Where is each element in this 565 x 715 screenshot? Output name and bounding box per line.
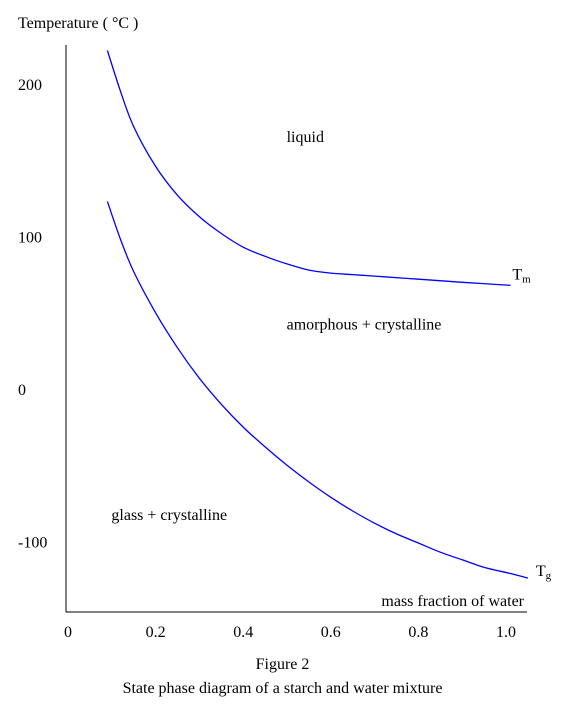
x-tick-label: 1.0: [496, 624, 516, 641]
series-label-tg: Tg: [536, 563, 552, 582]
series-label-sub: g: [546, 570, 552, 582]
figure-number: Figure 2: [255, 656, 310, 673]
x-tick-label: 0.4: [233, 624, 253, 641]
series-label-sub: m: [522, 273, 531, 285]
y-tick-label: -100: [18, 535, 47, 552]
series-label-main: T: [536, 563, 546, 580]
x-tick-label: 0.6: [321, 624, 341, 641]
x-tick-label: 0.8: [408, 624, 428, 641]
x-axis-label: mass fraction of water: [381, 593, 524, 610]
region-label: glass + crystalline: [111, 507, 227, 524]
y-tick-label: 0: [18, 382, 26, 399]
series-label-main: T: [512, 266, 522, 283]
region-label: liquid: [287, 129, 324, 146]
y-tick-label: 100: [18, 230, 42, 247]
y-tick-labels: 200 100 0 -100: [18, 77, 47, 552]
series-label-tm: Tm: [512, 266, 531, 285]
x-tick-label: 0: [64, 624, 72, 641]
region-labels: liquid amorphous + crystalline glass + cry…: [111, 129, 441, 524]
x-tick-labels: 0 0.2 0.4 0.6 0.8 1.0: [64, 624, 516, 641]
y-axis-label: Temperature ( °C ): [18, 15, 138, 32]
series-line-tg: [106, 201, 529, 579]
x-tick-label: 0.2: [146, 624, 166, 641]
region-label: amorphous + crystalline: [287, 316, 442, 333]
series-line-tm: [106, 50, 511, 286]
figure-description: State phase diagram of a starch and wate…: [122, 680, 443, 697]
y-tick-label: 200: [18, 77, 42, 94]
